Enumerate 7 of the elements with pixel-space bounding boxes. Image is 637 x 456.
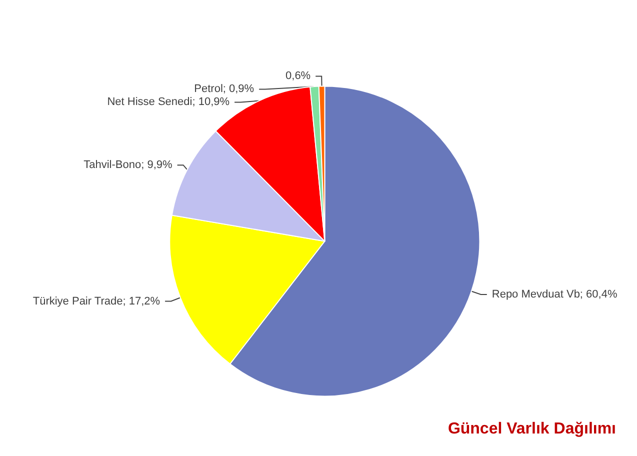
text: Güncel Varlık Dağılımı [448,420,616,438]
slice-label: Repo Mevduat Vb; 60,4% [492,288,618,300]
data-label: 0,6% [286,70,311,82]
slice-label: Petrol; 0,9% [194,83,254,96]
slice-label: Türkiye Pair Trade; 17,2% [32,295,160,308]
slice-label: Tahvil-Bono; 9,9% [84,159,172,172]
slice-label: Net Hisse Senedi; 10,9% [107,96,230,108]
